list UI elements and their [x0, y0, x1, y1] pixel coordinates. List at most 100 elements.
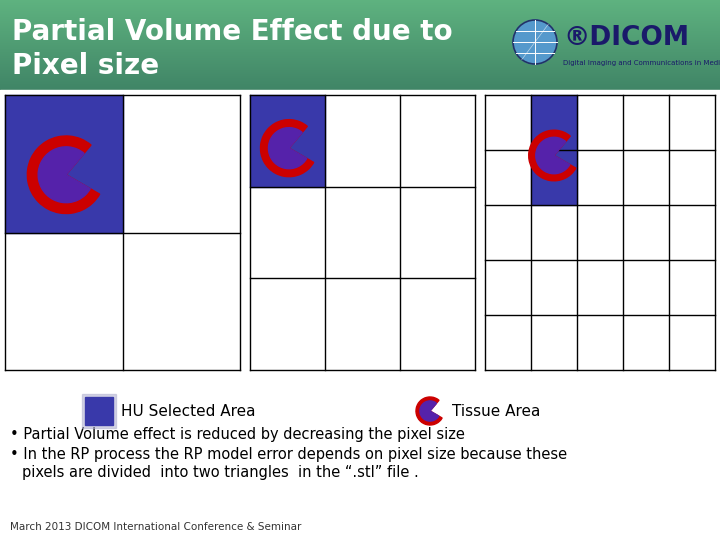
Text: HU Selected Area: HU Selected Area	[121, 403, 256, 418]
Bar	[0, 17, 720, 18]
Bar	[0, 27, 720, 28]
Bar	[0, 44, 720, 45]
Bar	[0, 30, 720, 31]
Bar	[0, 32, 720, 33]
Bar	[0, 19, 720, 20]
Bar	[0, 4, 720, 5]
Wedge shape	[536, 137, 570, 174]
Bar	[0, 1, 720, 2]
Bar	[0, 71, 720, 72]
Bar	[82, 394, 116, 428]
Circle shape	[513, 20, 557, 64]
Bar	[5, 95, 122, 233]
Bar	[0, 53, 720, 54]
Bar	[0, 82, 720, 83]
Bar	[0, 73, 720, 74]
Text: Pixel size: Pixel size	[12, 52, 159, 80]
Wedge shape	[416, 397, 442, 425]
Bar	[0, 26, 720, 27]
Bar	[0, 6, 720, 7]
Bar	[531, 95, 577, 205]
Bar	[0, 38, 720, 39]
Bar	[0, 16, 720, 17]
Bar	[0, 90, 720, 540]
Bar	[0, 28, 720, 29]
Bar	[0, 54, 720, 55]
Bar	[0, 15, 720, 16]
Bar	[0, 35, 720, 36]
Bar	[0, 89, 720, 90]
Bar	[0, 85, 720, 86]
Bar	[0, 55, 720, 56]
Text: March 2013 DICOM International Conference & Seminar: March 2013 DICOM International Conferenc…	[10, 522, 302, 532]
Bar	[0, 42, 720, 43]
Bar	[0, 75, 720, 76]
Bar	[0, 76, 720, 77]
Bar	[0, 59, 720, 60]
Bar	[0, 49, 720, 50]
Wedge shape	[528, 130, 576, 181]
Bar	[0, 62, 720, 63]
Bar	[0, 36, 720, 37]
Bar	[0, 10, 720, 11]
Bar	[0, 34, 720, 35]
Bar	[0, 31, 720, 32]
Bar	[0, 69, 720, 70]
Wedge shape	[420, 401, 438, 421]
Wedge shape	[27, 136, 99, 213]
Bar	[0, 40, 720, 41]
Bar	[85, 397, 113, 425]
Bar	[0, 47, 720, 48]
Bar	[0, 87, 720, 88]
Bar	[0, 3, 720, 4]
Bar	[0, 65, 720, 66]
Bar	[0, 29, 720, 30]
Bar	[0, 84, 720, 85]
Text: • Partial Volume effect is reduced by decreasing the pixel size: • Partial Volume effect is reduced by de…	[10, 428, 465, 442]
Bar	[0, 80, 720, 81]
Bar	[0, 7, 720, 8]
Bar	[0, 18, 720, 19]
Bar	[0, 13, 720, 14]
Bar	[0, 33, 720, 34]
Bar	[0, 12, 720, 13]
Text: Tissue Area: Tissue Area	[452, 403, 541, 418]
Bar	[0, 72, 720, 73]
Bar	[0, 66, 720, 67]
Bar	[0, 14, 720, 15]
Bar	[0, 64, 720, 65]
Bar	[0, 21, 720, 22]
Bar	[0, 0, 720, 1]
Bar	[0, 25, 720, 26]
Bar	[0, 20, 720, 21]
Bar	[0, 56, 720, 57]
Bar	[0, 52, 720, 53]
Bar	[0, 77, 720, 78]
Bar	[0, 58, 720, 59]
Bar	[0, 67, 720, 68]
Bar	[0, 24, 720, 25]
Bar	[0, 70, 720, 71]
Text: pixels are divided  into two triangles  in the “.stl” file .: pixels are divided into two triangles in…	[22, 464, 419, 480]
Bar	[0, 5, 720, 6]
Bar	[0, 74, 720, 75]
Wedge shape	[269, 127, 307, 168]
Bar	[250, 95, 325, 187]
Bar	[0, 88, 720, 89]
Bar	[0, 50, 720, 51]
Wedge shape	[261, 120, 314, 177]
Bar	[0, 61, 720, 62]
Bar	[0, 68, 720, 69]
Bar	[0, 8, 720, 9]
Bar	[0, 2, 720, 3]
Bar	[0, 39, 720, 40]
Bar	[0, 60, 720, 61]
Bar	[0, 23, 720, 24]
Text: ®DICOM: ®DICOM	[563, 25, 689, 51]
Bar	[0, 79, 720, 80]
Bar	[0, 83, 720, 84]
Bar	[0, 37, 720, 38]
Bar	[0, 11, 720, 12]
Bar	[0, 48, 720, 49]
Bar	[0, 22, 720, 23]
